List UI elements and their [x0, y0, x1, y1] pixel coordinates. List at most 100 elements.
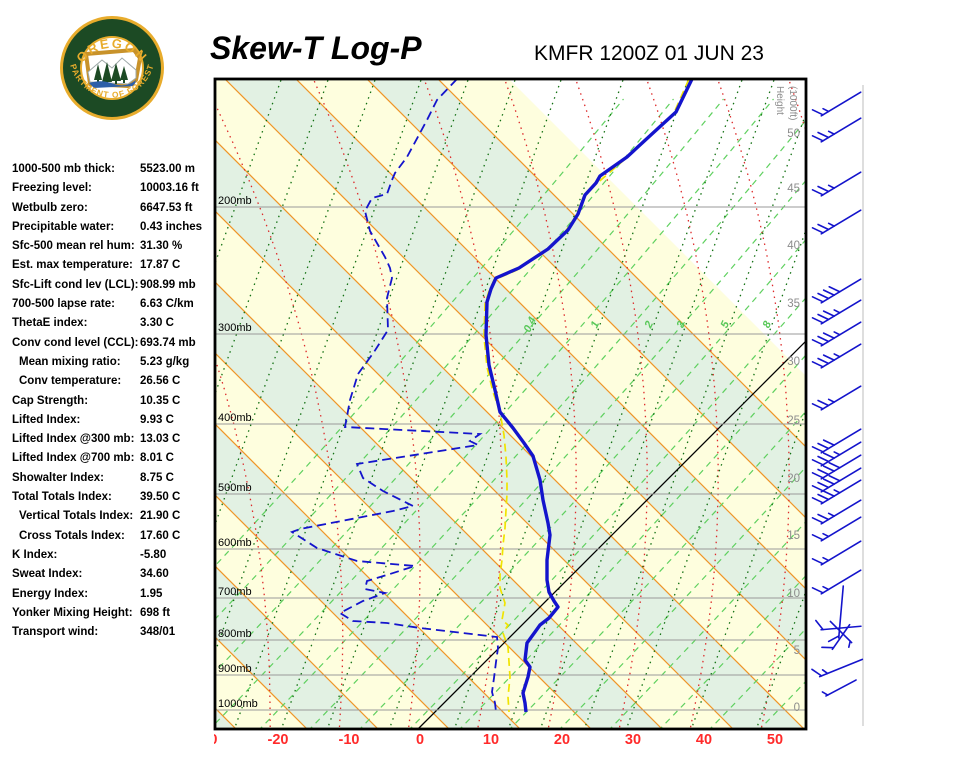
pressure-label: 500mb: [218, 482, 252, 494]
temperature-trace: [484, 79, 694, 713]
index-value: 0.43 inches: [140, 220, 203, 233]
height-tick-label: 0: [794, 702, 800, 714]
mixing-ratio-label: 8: [761, 319, 775, 330]
wind-barb: [811, 441, 862, 467]
index-row: Yonker Mixing Height: 698 ft: [12, 607, 212, 626]
mixing-ratio-label: 2: [642, 319, 656, 331]
index-row: Wetbulb zero: 6647.53 ft: [12, 202, 212, 221]
index-label: Transport wind:: [12, 626, 99, 639]
index-label: Yonker Mixing Height:: [12, 606, 133, 619]
pressure-label: 1000mb: [218, 698, 258, 710]
wind-barb: [811, 209, 862, 235]
wind-barb: [811, 454, 862, 480]
reference-line: [417, 340, 806, 729]
index-value: -5.80: [140, 548, 167, 561]
wind-barb: [811, 428, 862, 454]
index-value: 8.75 C: [140, 471, 174, 484]
index-label: Sweat Index:: [12, 568, 83, 581]
index-row: Lifted Index @700 mb: 8.01 C: [12, 452, 212, 471]
plot-border: [213, 77, 808, 731]
index-value: 10.35 C: [140, 394, 181, 407]
index-label: Showalter Index:: [12, 471, 105, 484]
wind-barb: [811, 278, 862, 304]
index-label: Sfc-Lift cond lev (LCL):: [12, 278, 139, 291]
index-row: Mean mixing ratio: 5.23 g/kg: [12, 356, 212, 375]
height-unit-label: Height: [774, 86, 785, 115]
index-row: K Index: -5.80: [12, 549, 212, 568]
index-row: Lifted Index: 9.93 C: [12, 414, 212, 433]
index-label: ThetaE index:: [12, 317, 88, 330]
height-tick-label: 25: [787, 415, 800, 427]
index-value: 8.01 C: [140, 452, 174, 465]
wind-barb: [811, 499, 862, 525]
index-row: Sfc-500 mean rel hum: 31.30 %: [12, 240, 212, 259]
index-value: 34.60: [140, 568, 169, 581]
index-row: Energy Index: 1.95: [12, 588, 212, 607]
index-label: 700-500 lapse rate:: [12, 298, 115, 311]
index-label: Est. max temperature:: [12, 259, 133, 272]
x-axis-label: -20: [268, 732, 289, 748]
index-value: 10003.16 ft: [140, 182, 199, 195]
index-row: Conv cond level (CCL): 693.74 mb: [12, 337, 212, 356]
index-value: 5.23 g/kg: [140, 355, 190, 368]
pressure-label: 200mb: [218, 195, 252, 207]
height-unit-label: (1000ft): [787, 86, 798, 120]
index-row: ThetaE index: 3.30 C: [12, 317, 212, 336]
pressure-label: 900mb: [218, 663, 252, 675]
height-tick-label: 20: [787, 473, 800, 485]
index-label: 1000-500 mb thick:: [12, 163, 115, 175]
index-label: Lifted Index @700 mb:: [12, 452, 135, 465]
index-label: Lifted Index @300 mb:: [12, 433, 135, 446]
index-row: Transport wind: 348/01: [12, 626, 212, 645]
pressure-lines: 200mb 300mb 400mb 500mb 600mb 700mb 800mb 900mb…: [215, 195, 806, 711]
index-row: Sweat Index: 34.60: [12, 568, 212, 587]
height-tick-label: 35: [787, 298, 800, 310]
height-tick-label: 15: [787, 530, 800, 542]
logo-oregon-scene: [84, 48, 142, 88]
height-tick-label: 40: [787, 240, 800, 252]
index-value: 908.99 mb: [140, 278, 196, 291]
wind-barb: [811, 299, 862, 325]
x-axis-label: 30: [625, 732, 641, 748]
page-title: Skew-T Log-P: [210, 30, 422, 66]
mixing-ratio-lines: 0.4 1 2 3 5 8: [215, 79, 806, 729]
index-value: 17.87 C: [140, 259, 181, 272]
wind-barb: [821, 623, 851, 651]
height-tick-label: 30: [787, 356, 800, 368]
dewpoint-trace: [290, 79, 499, 713]
wind-barb: [811, 467, 862, 493]
index-label: Total Totals Index:: [12, 491, 112, 504]
pressure-label: 700mb: [218, 586, 252, 598]
index-value: 39.50 C: [140, 491, 181, 504]
index-label: Freezing level:: [12, 182, 92, 195]
index-value: 9.93 C: [140, 413, 174, 426]
pressure-label: 300mb: [218, 322, 252, 334]
index-row: Freezing level: 10003.16 ft: [12, 182, 212, 201]
index-row: 700-500 lapse rate: 6.63 C/km: [12, 298, 212, 317]
wind-barb: [811, 569, 862, 595]
index-row: 1000-500 mb thick: 5523.00 m: [12, 163, 212, 182]
height-tick-label: 45: [787, 183, 800, 195]
index-value: 1.95: [140, 587, 163, 600]
height-tick-label: 5: [794, 645, 800, 657]
wind-barb: [811, 479, 862, 505]
wind-barb: [811, 117, 862, 143]
index-label: Cross Totals Index:: [19, 529, 125, 542]
index-row: Cap Strength: 10.35 C: [12, 395, 212, 414]
index-label: K Index:: [12, 548, 58, 561]
index-label: Wetbulb zero:: [12, 201, 88, 214]
index-row: Sfc-Lift cond lev (LCL): 908.99 mb: [12, 279, 212, 298]
index-row: Est. max temperature: 17.87 C: [12, 259, 212, 278]
wind-barb: [811, 321, 862, 347]
index-value: 6647.53 ft: [140, 201, 193, 214]
index-row: Vertical Totals Index: 21.90 C: [12, 510, 212, 529]
index-label: Precipitable water:: [12, 220, 115, 233]
index-label: Conv cond level (CCL):: [12, 336, 139, 349]
wind-barb: [827, 585, 845, 643]
x-axis-label: 10: [483, 732, 499, 748]
index-label: Mean mixing ratio:: [19, 355, 121, 368]
mixing-ratio-label: 1: [589, 319, 602, 330]
wind-barb: [811, 385, 862, 411]
